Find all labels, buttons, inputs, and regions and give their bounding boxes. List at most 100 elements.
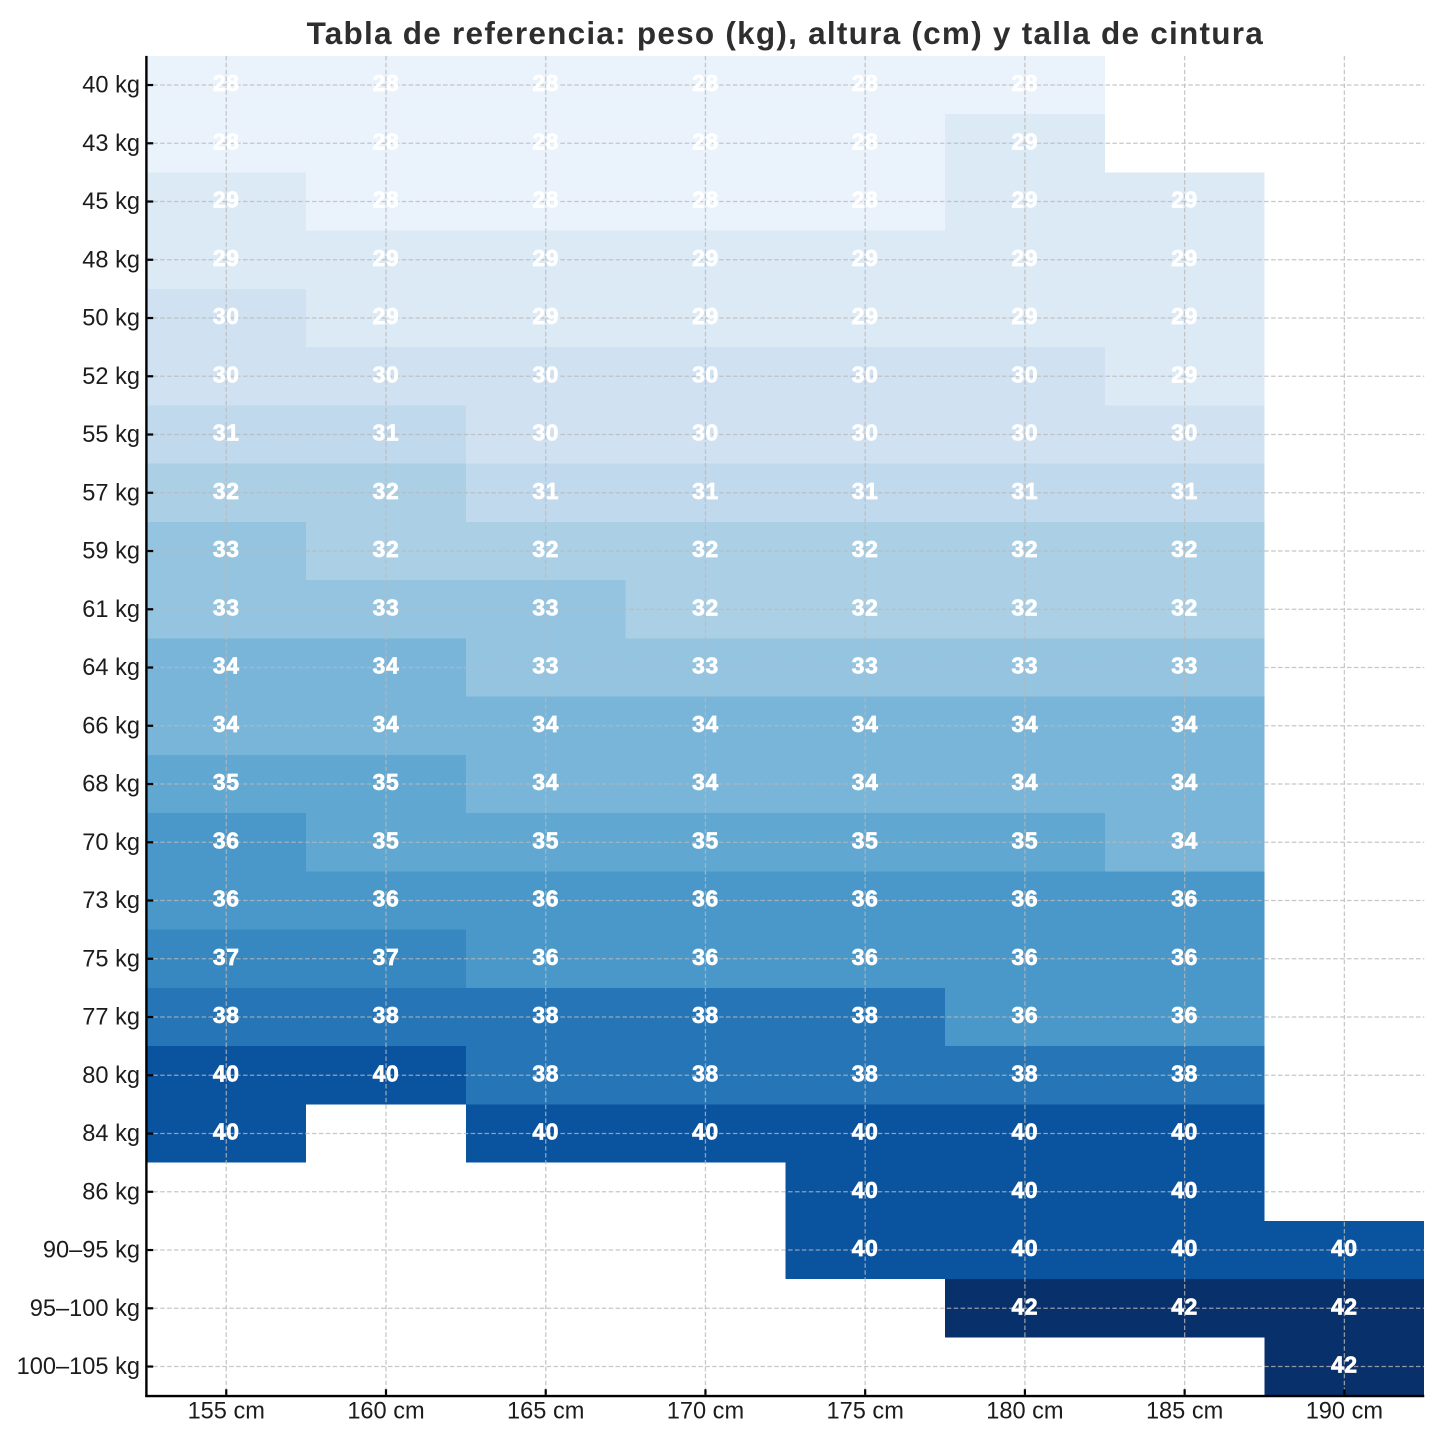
svg-text:28: 28 xyxy=(213,70,240,96)
svg-text:36: 36 xyxy=(213,827,240,853)
svg-text:185 cm: 185 cm xyxy=(1146,1398,1223,1424)
svg-text:29: 29 xyxy=(373,303,400,329)
svg-text:29: 29 xyxy=(1012,187,1039,213)
svg-text:32: 32 xyxy=(373,478,400,504)
svg-text:31: 31 xyxy=(1171,478,1198,504)
svg-text:42: 42 xyxy=(1331,1293,1358,1319)
svg-text:33: 33 xyxy=(373,594,400,620)
svg-text:29: 29 xyxy=(213,245,240,271)
svg-text:34: 34 xyxy=(1171,711,1198,737)
svg-text:33: 33 xyxy=(532,653,559,679)
svg-text:40: 40 xyxy=(213,1119,240,1145)
svg-text:42: 42 xyxy=(1171,1293,1198,1319)
svg-text:36: 36 xyxy=(692,944,719,970)
svg-text:Tabla de referencia: peso (kg): Tabla de referencia: peso (kg), altura (… xyxy=(307,15,1264,51)
svg-text:36: 36 xyxy=(1171,1002,1198,1028)
svg-text:38: 38 xyxy=(532,1060,559,1086)
svg-text:32: 32 xyxy=(1012,536,1039,562)
svg-text:33: 33 xyxy=(213,594,240,620)
svg-text:34: 34 xyxy=(692,711,719,737)
svg-text:165 cm: 165 cm xyxy=(507,1398,584,1424)
svg-text:33: 33 xyxy=(213,536,240,562)
svg-text:40: 40 xyxy=(1012,1119,1039,1145)
svg-text:75 kg: 75 kg xyxy=(82,946,140,972)
svg-text:35: 35 xyxy=(852,827,879,853)
svg-text:33: 33 xyxy=(532,594,559,620)
svg-text:37: 37 xyxy=(373,944,400,970)
svg-text:29: 29 xyxy=(1012,128,1039,154)
svg-text:31: 31 xyxy=(213,420,240,446)
svg-text:36: 36 xyxy=(213,886,240,912)
svg-text:64 kg: 64 kg xyxy=(82,655,140,681)
svg-text:28: 28 xyxy=(532,70,559,96)
svg-text:36: 36 xyxy=(852,944,879,970)
svg-text:38: 38 xyxy=(692,1060,719,1086)
svg-text:34: 34 xyxy=(852,769,879,795)
svg-text:30: 30 xyxy=(1171,420,1198,446)
svg-text:40: 40 xyxy=(852,1235,879,1261)
svg-text:40: 40 xyxy=(1331,1235,1358,1261)
svg-text:31: 31 xyxy=(692,478,719,504)
svg-text:40 kg: 40 kg xyxy=(82,73,140,99)
svg-text:73 kg: 73 kg xyxy=(82,888,140,914)
svg-text:160 cm: 160 cm xyxy=(347,1398,424,1424)
svg-text:32: 32 xyxy=(852,594,879,620)
svg-text:38: 38 xyxy=(852,1060,879,1086)
svg-text:40: 40 xyxy=(852,1177,879,1203)
svg-text:34: 34 xyxy=(373,711,400,737)
svg-text:45 kg: 45 kg xyxy=(82,189,140,215)
svg-text:40: 40 xyxy=(852,1119,879,1145)
svg-text:28: 28 xyxy=(692,128,719,154)
svg-text:95–100 kg: 95–100 kg xyxy=(30,1296,140,1322)
svg-text:90–95 kg: 90–95 kg xyxy=(43,1238,140,1264)
svg-text:31: 31 xyxy=(1012,478,1039,504)
svg-text:40: 40 xyxy=(1171,1235,1198,1261)
svg-text:29: 29 xyxy=(213,187,240,213)
svg-text:33: 33 xyxy=(692,653,719,679)
svg-text:84 kg: 84 kg xyxy=(82,1121,140,1147)
svg-text:35: 35 xyxy=(213,769,240,795)
svg-text:42: 42 xyxy=(1331,1352,1358,1378)
svg-text:38: 38 xyxy=(852,1002,879,1028)
svg-text:170 cm: 170 cm xyxy=(667,1398,744,1424)
svg-text:34: 34 xyxy=(1171,769,1198,795)
svg-text:34: 34 xyxy=(532,769,559,795)
svg-text:36: 36 xyxy=(1012,886,1039,912)
svg-text:35: 35 xyxy=(692,827,719,853)
svg-text:40: 40 xyxy=(1012,1235,1039,1261)
svg-text:30: 30 xyxy=(852,420,879,446)
svg-text:33: 33 xyxy=(1171,653,1198,679)
svg-text:34: 34 xyxy=(1171,827,1198,853)
svg-text:28: 28 xyxy=(373,187,400,213)
svg-text:61 kg: 61 kg xyxy=(82,597,140,623)
svg-text:28: 28 xyxy=(692,187,719,213)
svg-text:52 kg: 52 kg xyxy=(82,364,140,390)
svg-text:35: 35 xyxy=(373,769,400,795)
svg-text:34: 34 xyxy=(213,653,240,679)
svg-text:28: 28 xyxy=(373,128,400,154)
svg-text:40: 40 xyxy=(1171,1119,1198,1145)
svg-text:34: 34 xyxy=(213,711,240,737)
svg-text:28: 28 xyxy=(532,128,559,154)
svg-text:30: 30 xyxy=(532,361,559,387)
svg-text:28: 28 xyxy=(852,70,879,96)
svg-text:40: 40 xyxy=(213,1060,240,1086)
svg-text:33: 33 xyxy=(1012,653,1039,679)
svg-text:29: 29 xyxy=(1171,245,1198,271)
svg-text:55 kg: 55 kg xyxy=(82,422,140,448)
svg-text:29: 29 xyxy=(532,245,559,271)
svg-text:36: 36 xyxy=(1171,944,1198,970)
svg-text:29: 29 xyxy=(373,245,400,271)
svg-text:40: 40 xyxy=(1012,1177,1039,1203)
svg-text:155 cm: 155 cm xyxy=(188,1398,265,1424)
svg-text:77 kg: 77 kg xyxy=(82,1005,140,1031)
svg-text:48 kg: 48 kg xyxy=(82,247,140,273)
svg-text:66 kg: 66 kg xyxy=(82,713,140,739)
svg-text:36: 36 xyxy=(1012,1002,1039,1028)
svg-text:30: 30 xyxy=(1012,361,1039,387)
svg-text:70 kg: 70 kg xyxy=(82,830,140,856)
svg-text:28: 28 xyxy=(213,128,240,154)
svg-text:35: 35 xyxy=(532,827,559,853)
svg-text:29: 29 xyxy=(1171,361,1198,387)
svg-text:36: 36 xyxy=(532,886,559,912)
